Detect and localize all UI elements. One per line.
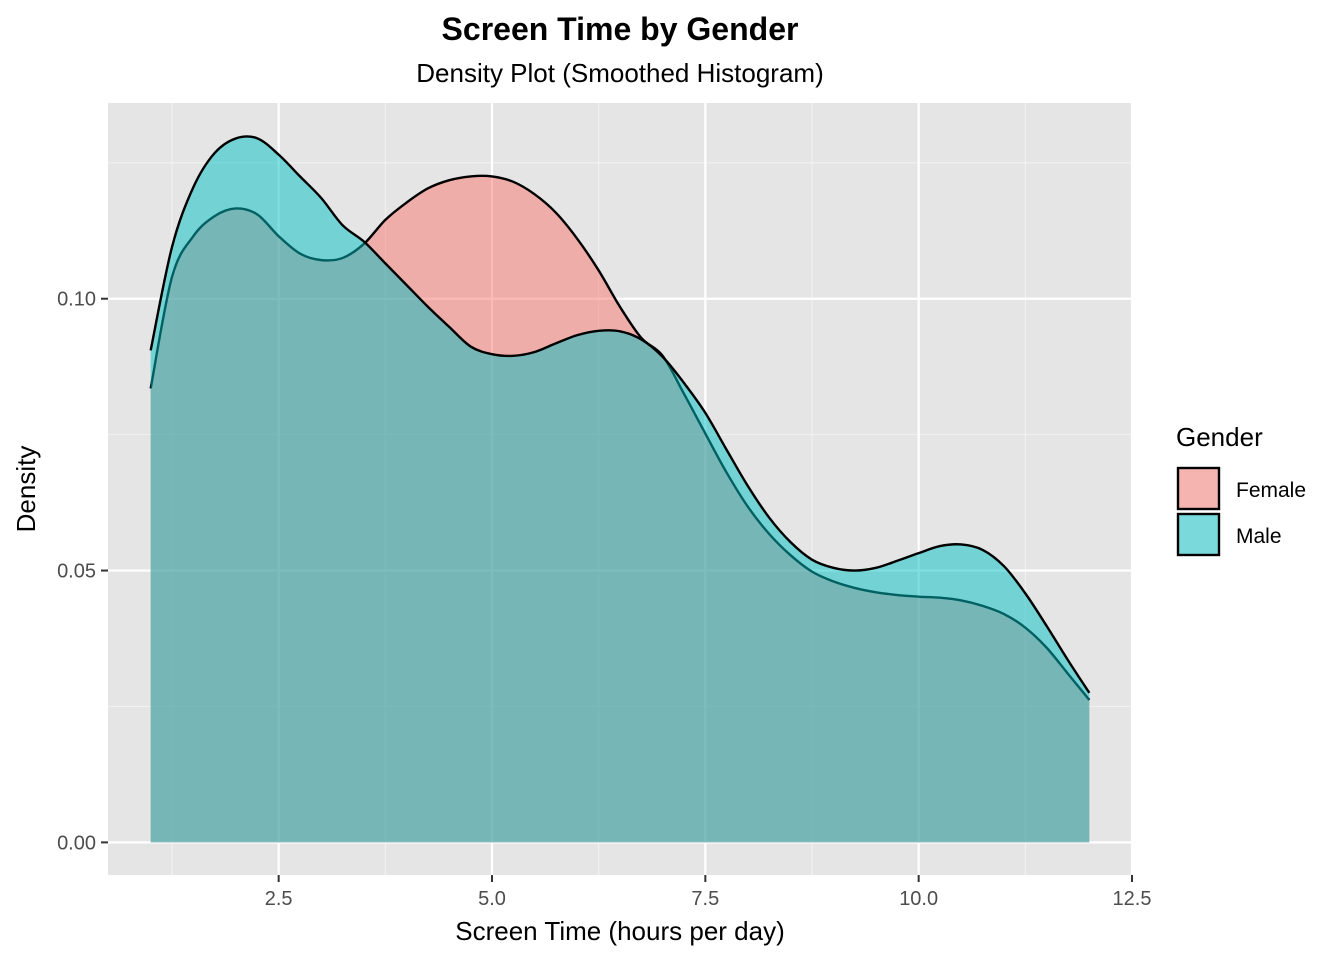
y-tick-label: 0.05 — [57, 561, 96, 583]
y-tick-label: 0.00 — [57, 832, 96, 854]
x-tick-label: 7.5 — [691, 888, 719, 910]
chart-title: Screen Time by Gender — [442, 11, 799, 47]
x-tick-label: 2.5 — [265, 888, 293, 910]
density-line-male — [149, 135, 1091, 694]
legend-swatch-female — [1176, 466, 1221, 511]
y-tick-label: 0.10 — [57, 289, 96, 311]
x-axis: 2.5 5.0 7.5 10.0 12.5 — [265, 875, 1152, 910]
x-axis-title: Screen Time (hours per day) — [455, 916, 784, 946]
x-tick-label: 5.0 — [478, 888, 506, 910]
density-series — [149, 135, 1091, 843]
x-tick-label: 12.5 — [1113, 888, 1152, 910]
y-axis: 0.00 0.05 0.10 — [57, 289, 108, 854]
legend-label-female: Female — [1236, 479, 1306, 502]
chart-subtitle: Density Plot (Smoothed Histogram) — [416, 58, 823, 88]
legend-title: Gender — [1176, 422, 1263, 452]
legend: Gender Female Male — [1176, 422, 1306, 557]
x-tick-label: 10.0 — [899, 888, 938, 910]
legend-label-male: Male — [1236, 525, 1282, 548]
y-axis-title: Density — [11, 446, 41, 533]
legend-swatch-male — [1176, 512, 1221, 557]
density-area-male — [150, 136, 1090, 843]
